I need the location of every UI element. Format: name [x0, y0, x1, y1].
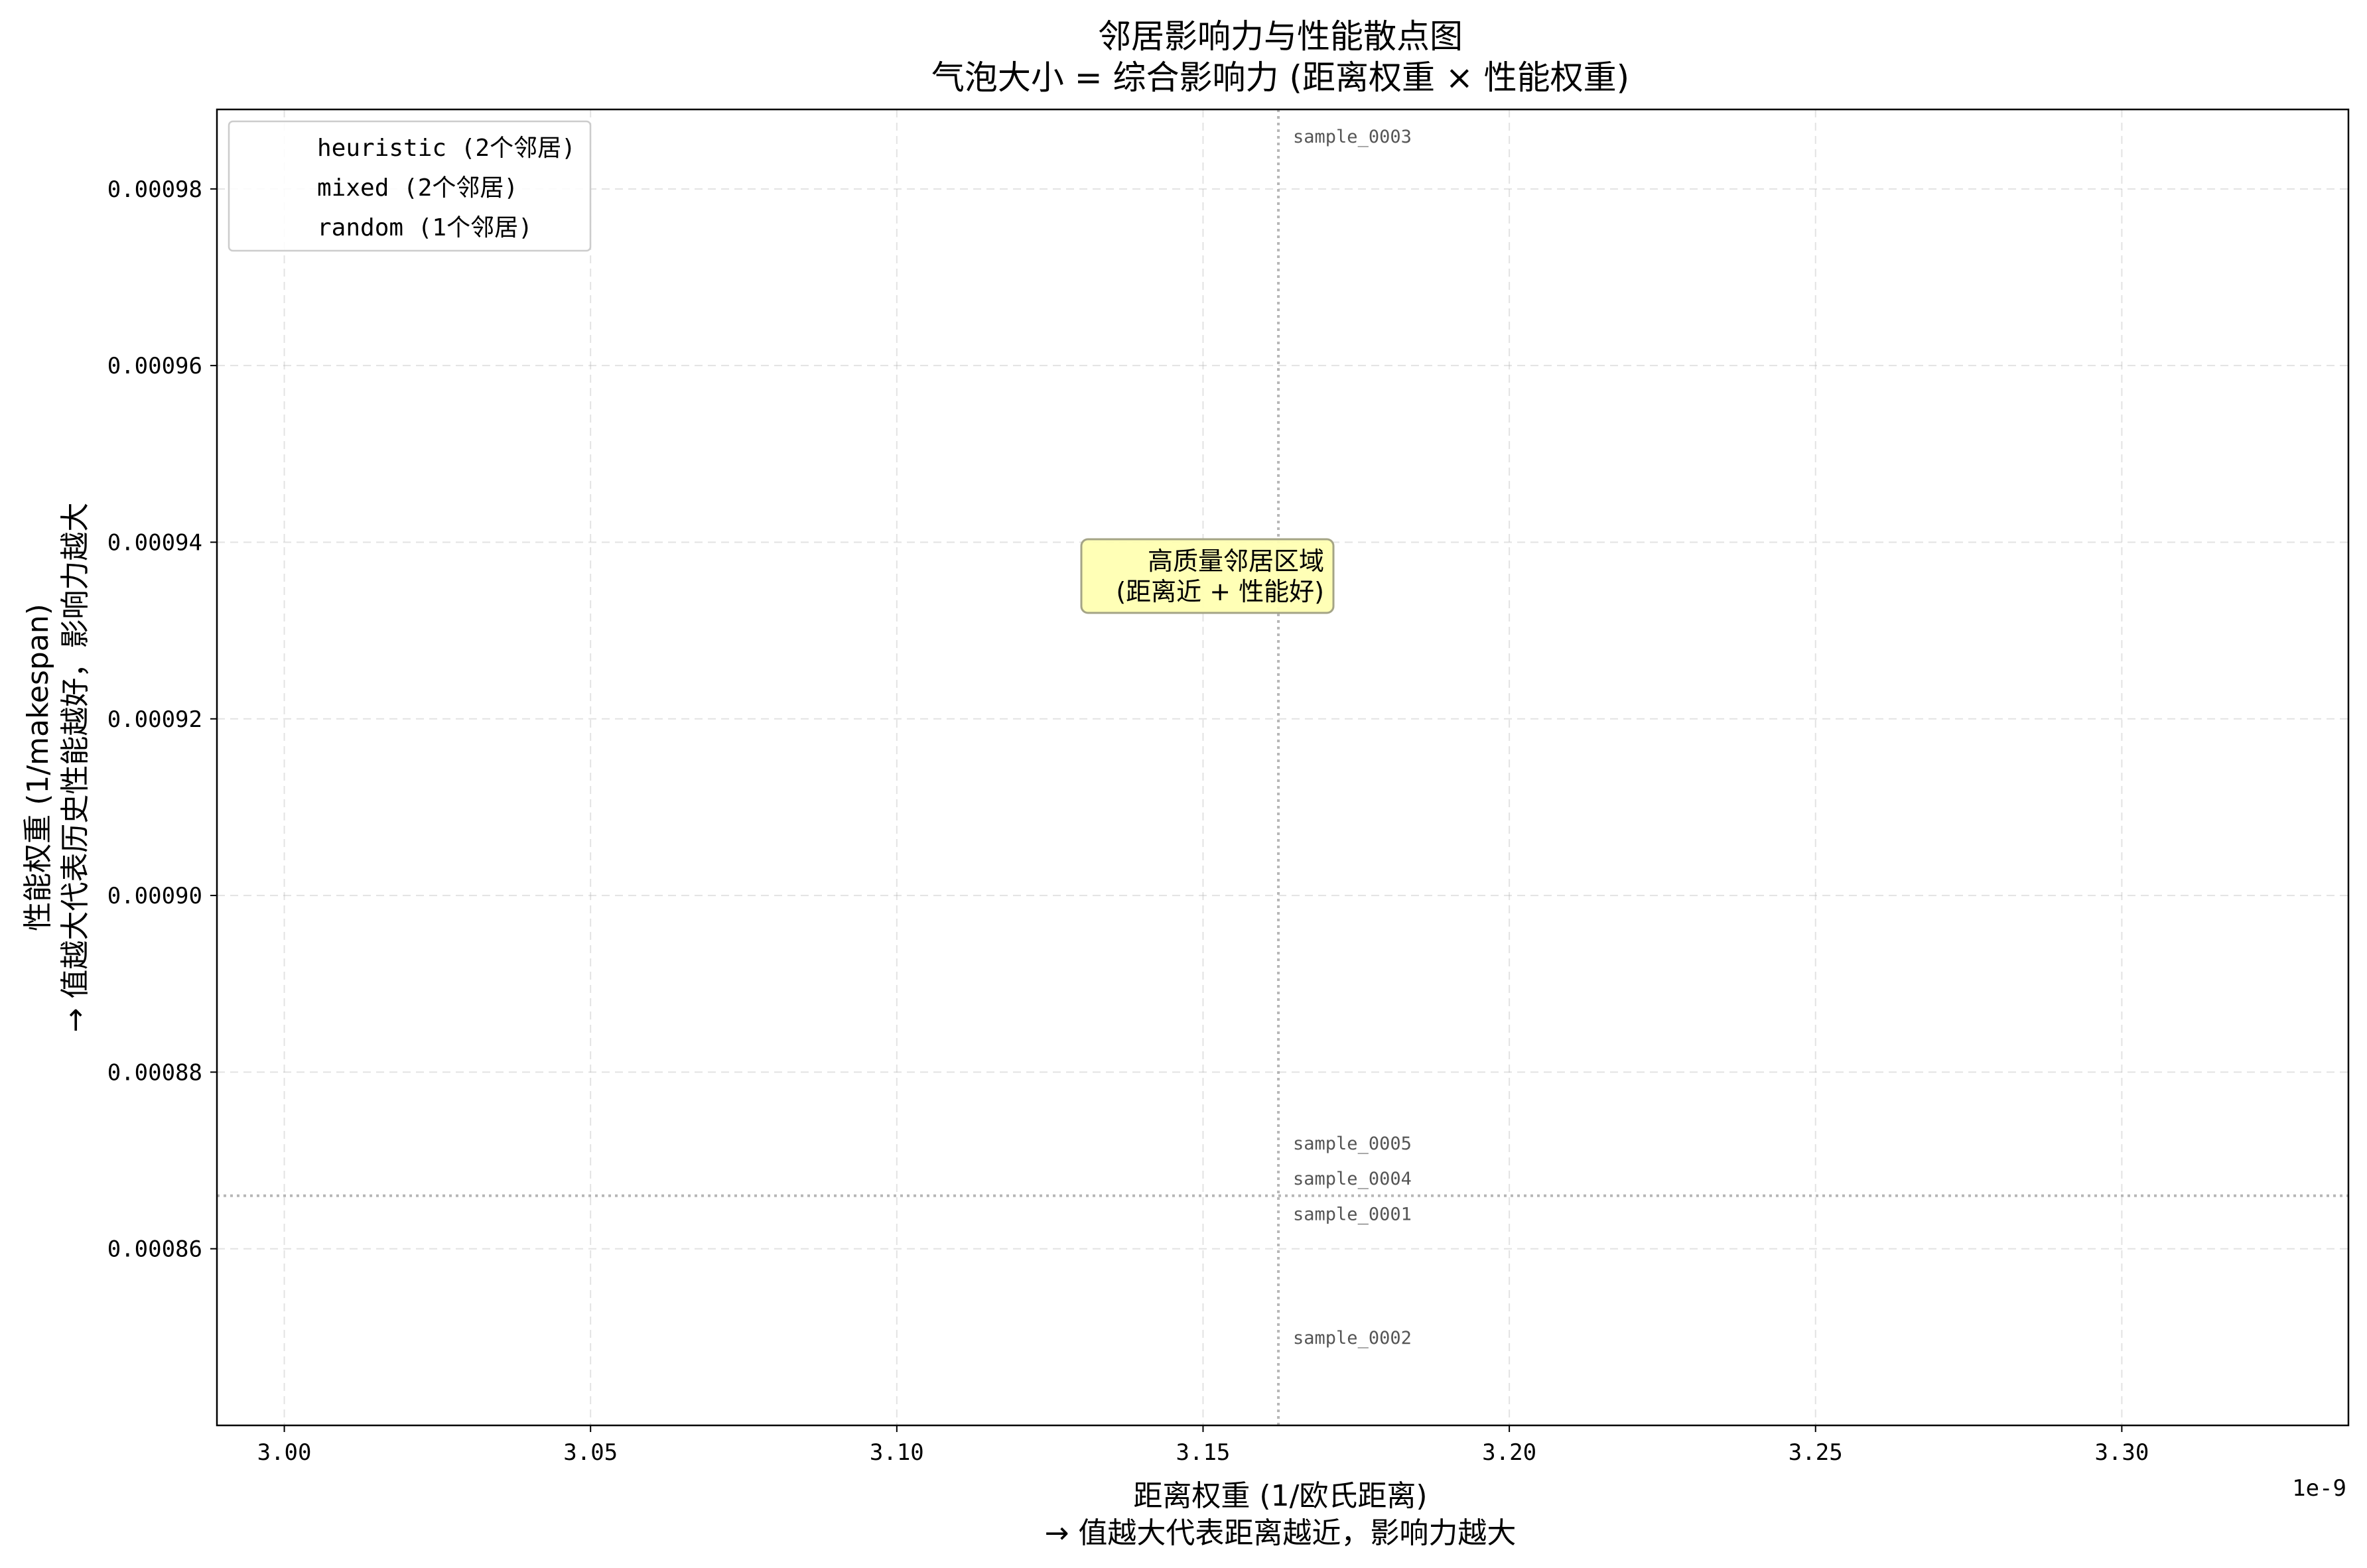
highlight-box-background: [1080, 538, 1335, 614]
y-tick-label: 0.00086: [107, 1236, 202, 1263]
legend-frame: [228, 120, 592, 252]
y-tick-label: 0.00092: [107, 706, 202, 733]
y-axis-sublabel: → 值越大代表历史性能越好，影响力越大: [58, 503, 92, 1033]
y-axis-label: 性能权重 (1/makespan): [21, 604, 55, 931]
y-tick-label: 0.00096: [107, 353, 202, 379]
y-tick-label: 0.00098: [107, 176, 202, 203]
x-tick-label: 3.05: [563, 1439, 618, 1466]
legend-item-mixed: mixed (2个邻居): [317, 174, 518, 202]
x-tick-label: 3.00: [257, 1439, 312, 1466]
highlight-box-line2: (距离近 + 性能好): [1116, 577, 1324, 606]
plot-border: [216, 108, 2350, 1427]
x-tick-label: 3.25: [1789, 1439, 1843, 1466]
chart-subtitle: 气泡大小 = 综合影响力 (距离权重 × 性能权重): [931, 58, 1629, 97]
point-label: sample_0002: [1293, 1328, 1412, 1348]
y-tick-label: 0.00088: [107, 1059, 202, 1086]
high-quality-region-box: 高质量邻居区域 (距离近 + 性能好): [1080, 538, 1335, 614]
legend-item-random: random (1个邻居): [317, 214, 533, 241]
x-axis-label: 距离权重 (1/欧氏距离): [1133, 1479, 1427, 1513]
x-tick-label: 3.10: [870, 1439, 924, 1466]
x-tick-label: 3.30: [2094, 1439, 2149, 1466]
point-label: sample_0003: [1293, 127, 1412, 147]
y-tick-label: 0.00094: [107, 529, 202, 556]
plot-area: sample_0003 sample_0005 sample_0004 sample_…: [216, 108, 2350, 1427]
x-offset-label: 1e-9: [2292, 1475, 2346, 1502]
point-label: sample_0001: [1293, 1204, 1412, 1224]
point-label: sample_0004: [1293, 1169, 1412, 1189]
plot-frame: [217, 109, 2348, 1425]
x-axis-sublabel: → 值越大代表距离越近，影响力越大: [1045, 1516, 1517, 1550]
chart-title: 邻居影响力与性能散点图: [1098, 17, 1463, 56]
y-tick-label: 0.00090: [107, 883, 202, 909]
x-tick-label: 3.20: [1482, 1439, 1536, 1466]
reference-lines: [217, 109, 2348, 1425]
point-label: sample_0005: [1293, 1134, 1412, 1154]
x-axis-ticks: 3.00 3.05 3.10 3.15 3.20 3.25 3.30: [257, 1425, 2149, 1466]
y-axis-ticks: 0.00086 0.00088 0.00090 0.00092 0.00094 0.000…: [107, 176, 217, 1263]
x-tick-label: 3.15: [1176, 1439, 1231, 1466]
point-annotations: sample_0003 sample_0005 sample_0004 sample_…: [1293, 127, 1412, 1348]
highlight-box-line1: 高质量邻居区域: [1148, 547, 1324, 576]
legend-item-heuristic: heuristic (2个邻居): [317, 135, 576, 162]
legend: heuristic (2个邻居) mixed (2个邻居) random (1个…: [228, 120, 592, 252]
